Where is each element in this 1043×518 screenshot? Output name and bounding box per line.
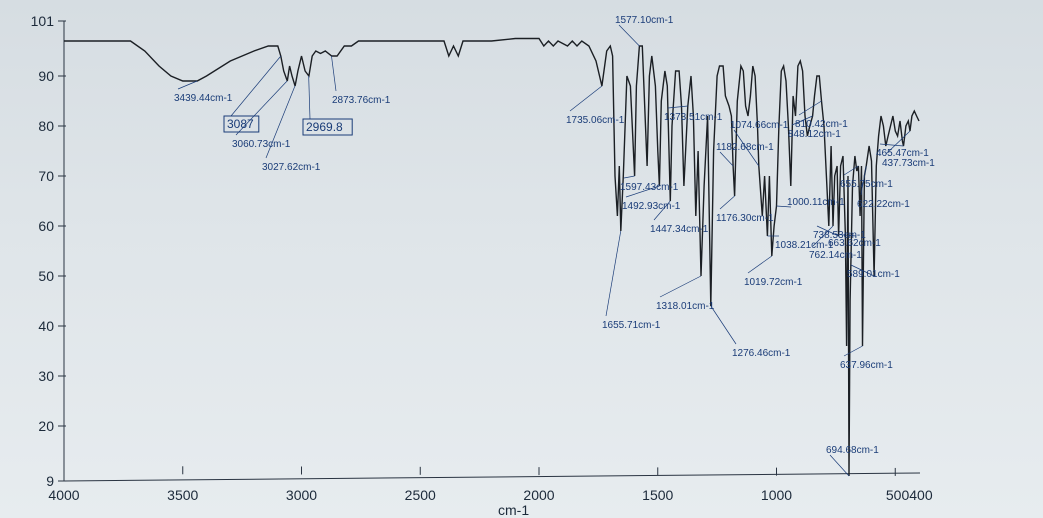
peak-leader-line <box>719 195 735 210</box>
peak-label: 637.96cm-1 <box>840 360 893 371</box>
peak-label: 1597.43cm-1 <box>620 182 679 193</box>
x-tick-label: 500400 <box>886 487 933 503</box>
peak-label: 2969.8 <box>306 120 343 134</box>
x-tick-label: 2500 <box>405 487 436 503</box>
peak-leader-line <box>710 305 737 345</box>
peak-label: 1577.10cm-1 <box>615 15 674 26</box>
peak-label: 465.47cm-1 <box>876 148 929 159</box>
peak-leader-line <box>569 85 603 112</box>
peak-label: 437.73cm-1 <box>882 158 935 169</box>
peak-leader-line <box>798 100 822 116</box>
peak-label: 1655.71cm-1 <box>602 320 661 331</box>
peak-label-box <box>302 118 353 136</box>
peak-leader-line <box>843 165 859 176</box>
peak-label: 3027.62cm-1 <box>262 162 321 173</box>
peak-label: 1735.06cm-1 <box>566 115 625 126</box>
peak-leader-line <box>791 115 813 126</box>
peak-leader-line <box>831 233 857 237</box>
peak-leader-line <box>843 345 863 357</box>
x-tick-label: 1500 <box>642 487 673 503</box>
peak-label: 589.01cm-1 <box>847 269 900 280</box>
peak-label: 1182.68cm-1 <box>716 142 774 153</box>
peak-leader-line <box>885 130 911 155</box>
peak-label: 810.42cm-1 <box>795 119 848 130</box>
peak-leader-line <box>776 205 792 208</box>
peak-leader-line <box>230 55 282 117</box>
peak-leader-line <box>747 255 773 274</box>
peak-leader-line <box>659 275 702 298</box>
peak-leader-line <box>653 200 671 221</box>
x-tick-label: 3500 <box>167 487 198 503</box>
peak-leader-line <box>623 175 635 179</box>
peak-label-box <box>223 115 260 133</box>
x-tick-label: 2000 <box>523 487 554 503</box>
peak-label: 1276.46cm-1 <box>732 348 791 359</box>
peak-leader-line <box>829 454 850 477</box>
peak-label: 1074.66cm-1 <box>730 120 789 131</box>
peak-label: 655.75cm-1 <box>840 179 893 190</box>
peak-label: 848.12cm-1 <box>788 129 841 140</box>
x-tick-label: 4000 <box>48 487 79 503</box>
peak-label: 3439.44cm-1 <box>174 93 233 104</box>
x-axis-line <box>63 472 921 482</box>
peak-leader-line <box>265 85 296 159</box>
peak-label: 3087 <box>227 117 254 131</box>
peak-label: 762.14cm-1 <box>809 250 862 261</box>
y-tick-label: 20 <box>38 418 54 434</box>
peak-label: 1019.72cm-1 <box>744 277 803 288</box>
peak-leader-line <box>235 80 288 136</box>
peak-leader-line <box>850 264 875 277</box>
peak-label: 1447.34cm-1 <box>650 224 709 235</box>
peak-leader-line <box>605 230 622 317</box>
y-tick-label: 90 <box>38 68 54 84</box>
y-tick-label: 101 <box>31 13 55 29</box>
peak-label: 1038.21cm-1 <box>775 240 834 251</box>
peak-label: 3060.73cm-1 <box>232 139 291 150</box>
peak-leader-line <box>177 80 198 90</box>
peak-label: 2873.76cm-1 <box>332 95 391 106</box>
peak-leader-line <box>879 143 904 147</box>
peak-leader-line <box>308 75 311 120</box>
y-tick-label: 30 <box>38 368 54 384</box>
x-tick-label: 3000 <box>286 487 317 503</box>
axes <box>63 21 921 482</box>
peak-label: 1492.93cm-1 <box>622 201 681 212</box>
peak-leader-line <box>618 24 640 47</box>
peak-annotations: 3439.44cm-1 3087 3060.73cm-1 3027.62cm-1 296… <box>174 15 935 477</box>
peak-leader-line <box>625 185 660 198</box>
peak-leader-line <box>733 129 760 167</box>
y-tick-label: 9 <box>46 473 54 489</box>
x-axis-label: cm-1 <box>498 502 529 518</box>
peak-label: 1000.11cm-1 <box>787 197 845 208</box>
peak-label: 622.22cm-1 <box>857 199 910 210</box>
y-tick-label: 50 <box>38 268 54 284</box>
y-tick-label: 40 <box>38 318 54 334</box>
spectrum-line <box>64 37 920 477</box>
peak-label: 1373.51cm-1 <box>664 112 723 123</box>
peak-label: 663.62cm-1 <box>828 238 881 249</box>
peak-leader-line <box>812 225 834 247</box>
y-tick-label: 70 <box>38 168 54 184</box>
peak-label: 738.53cm-1 <box>813 230 866 241</box>
peak-label: 1318.01cm-1 <box>656 301 715 312</box>
peak-label: 1176.30cm-1 <box>716 213 774 224</box>
x-tick-label: 1000 <box>761 487 792 503</box>
peak-leader-line <box>719 151 734 167</box>
y-tick-label: 80 <box>38 118 54 134</box>
y-tick-label: 60 <box>38 218 54 234</box>
peak-leader-line <box>667 105 688 109</box>
peak-label: 694.68cm-1 <box>826 445 879 456</box>
peak-leader-line <box>331 55 337 92</box>
peak-leader-line <box>860 165 867 196</box>
